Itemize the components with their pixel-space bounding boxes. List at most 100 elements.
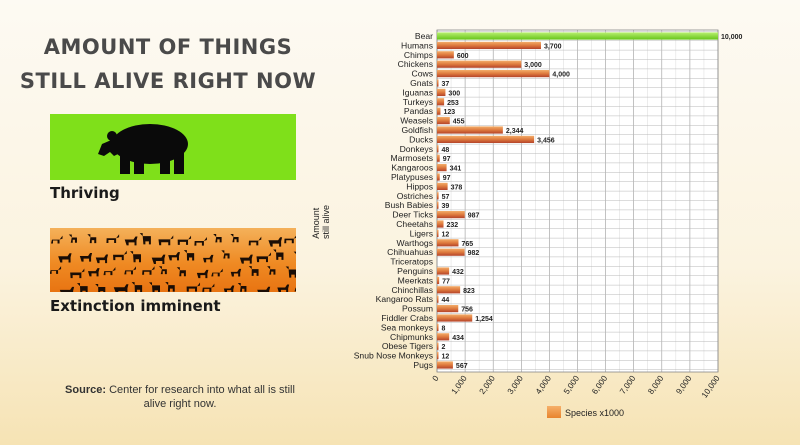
x-tick-label: 7,000 (618, 374, 637, 396)
bar-gnats (437, 79, 439, 87)
bar-bear (437, 32, 718, 40)
value-label: 3,000 (524, 62, 542, 69)
category-label: Chinchillas (391, 285, 433, 295)
category-label: Gnats (410, 78, 433, 88)
value-label: 434 (452, 335, 464, 342)
value-label: 4,000 (552, 72, 570, 79)
category-label: Bush Babies (385, 200, 433, 210)
category-label: Pandas (404, 106, 433, 116)
bear-silhouette-icon (98, 124, 188, 174)
legend-swatch (547, 406, 561, 418)
title-line-1: AMOUNT OF THINGS (43, 35, 293, 59)
bar-iguanas (437, 88, 446, 96)
category-label: Chickens (398, 59, 433, 69)
gridlines (436, 29, 719, 373)
bar-hippos (437, 182, 448, 190)
bar-sea-monkeys (437, 323, 439, 331)
category-label: Penguins (397, 266, 433, 276)
bar-chinchillas (437, 286, 461, 294)
bar-platypuses (437, 173, 440, 181)
category-label: Chipmunks (390, 332, 433, 342)
category-label: Deer Ticks (392, 210, 433, 220)
bar-ducks (437, 135, 535, 143)
category-label: Fiddler Crabs (381, 313, 433, 323)
value-label: 123 (443, 109, 455, 116)
thriving-panel (50, 114, 296, 180)
category-label: Triceratops (390, 257, 433, 267)
x-tick-label: 5,000 (562, 374, 581, 396)
value-label: 37 (442, 81, 450, 88)
value-label: 2 (442, 344, 446, 351)
bar-chickens (437, 60, 522, 68)
y-axis-label: Amount still alive (311, 205, 331, 239)
category-label: Possum (402, 304, 433, 314)
x-tick-label: 0 (431, 374, 441, 383)
category-label: Chimps (404, 50, 433, 60)
chart-title: AMOUNT OF THINGS STILL ALIVE RIGHT NOW (18, 30, 318, 98)
value-label: 823 (463, 288, 475, 295)
category-label: Hippos (406, 181, 433, 191)
value-label: 12 (442, 231, 450, 238)
value-label: 57 (442, 194, 450, 201)
animal-silhouettes-icon (50, 233, 296, 292)
category-label: Donkeys (400, 144, 433, 154)
value-label: 455 (453, 119, 465, 126)
x-tick-label: 2,000 (478, 374, 497, 396)
bar-cheetahs (437, 220, 444, 228)
bar-goldfish (437, 126, 503, 134)
y-axis-label-line-1: Amount (311, 207, 321, 239)
category-label: Marmosets (391, 153, 434, 163)
x-tick-label: 4,000 (534, 374, 553, 396)
value-label: 3,456 (537, 137, 555, 144)
value-label: 232 (447, 222, 459, 229)
value-label: 3,700 (544, 43, 562, 50)
bar-donkeys (437, 145, 439, 153)
category-label: Cheetahs (396, 219, 433, 229)
category-label: Meerkats (398, 275, 433, 285)
value-label: 97 (443, 175, 451, 182)
bar-chipmunks (437, 333, 450, 341)
bar-possum (437, 305, 459, 313)
value-label: 44 (442, 297, 450, 304)
value-label: 300 (448, 90, 460, 97)
category-label: Iguanas (402, 87, 433, 97)
value-label: 2,344 (506, 128, 524, 135)
category-label: Kangaroos (391, 163, 433, 173)
extinction-label: Extinction imminent (50, 297, 221, 315)
thriving-label: Thriving (50, 184, 120, 202)
category-label: Platypuses (391, 172, 433, 182)
value-label: 12 (442, 354, 450, 361)
category-label: Kangaroo Rats (376, 294, 433, 304)
bar-kangaroos (437, 164, 447, 172)
bar-chihuahuas (437, 248, 465, 256)
value-label: 987 (468, 213, 480, 220)
category-label: Ducks (409, 134, 433, 144)
x-tick-label: 6,000 (590, 374, 609, 396)
bar-ligers (437, 229, 439, 237)
bar-penguins (437, 267, 450, 275)
category-label: Cows (412, 69, 434, 79)
category-label: Chihuahuas (387, 247, 433, 257)
bar-fiddler-crabs (437, 314, 473, 322)
source-note: Source: Center for research into what al… (60, 383, 300, 411)
value-label: 8 (442, 325, 446, 332)
category-label: Humans (401, 40, 433, 50)
category-label: Turkeys (403, 97, 433, 107)
value-label: 600 (457, 53, 469, 60)
category-label: Bear (415, 31, 433, 41)
value-label: 10,000 (721, 34, 743, 41)
value-label: 982 (468, 250, 480, 257)
value-label: 97 (443, 156, 451, 163)
bar-deer-ticks (437, 211, 465, 219)
bar-warthogs (437, 239, 459, 247)
value-label: 765 (461, 241, 473, 248)
bar-cows (437, 70, 550, 78)
category-label: Warthogs (397, 238, 433, 248)
y-axis-label-line-2: still alive (321, 205, 331, 239)
plot-border (436, 29, 719, 373)
source-label: Source: (65, 384, 107, 396)
category-label: Obese Tigers (382, 341, 433, 351)
bar-turkeys (437, 98, 445, 106)
x-tick-label: 10,000 (700, 374, 722, 400)
title-line-2: STILL ALIVE RIGHT NOW (19, 69, 317, 93)
